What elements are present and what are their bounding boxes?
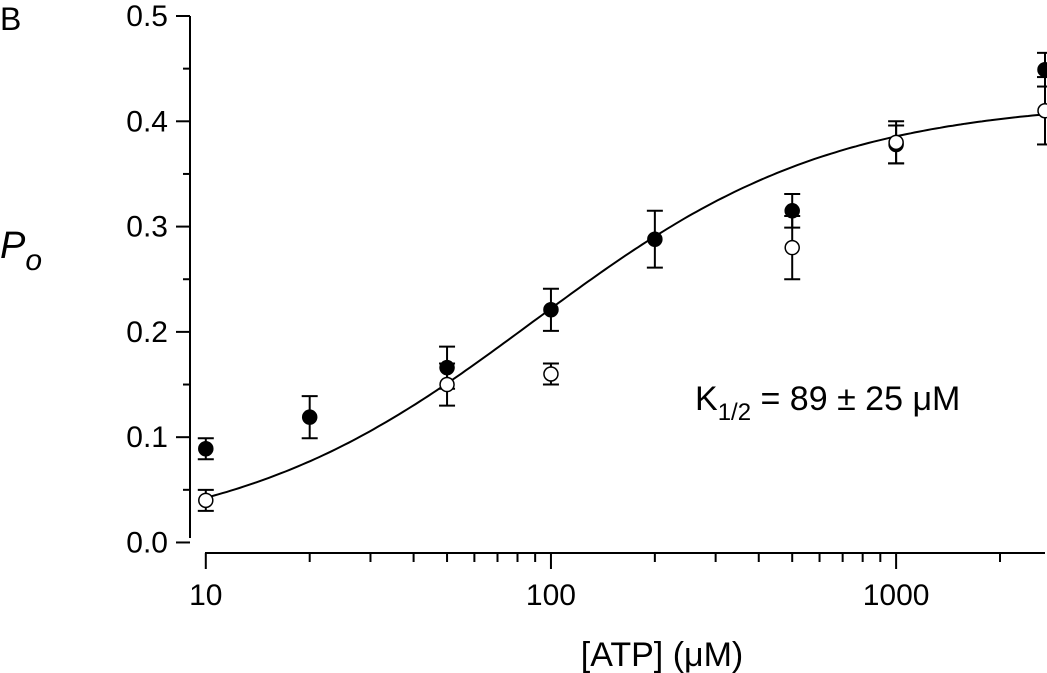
y-axis-title-subscript: o [25, 244, 42, 277]
open-data-point [198, 492, 214, 509]
filled-data-point [647, 231, 663, 247]
panel-label: B [0, 1, 21, 37]
open-data-point [543, 366, 559, 382]
fit-curve [205, 113, 1046, 499]
x-axis-title: [ATP] (μM) [581, 636, 744, 673]
y-tick-label: 0.3 [126, 211, 168, 244]
y-axis-title: Po [0, 225, 42, 277]
filled-data-point [301, 409, 318, 425]
y-tick-label: 0.1 [126, 421, 168, 454]
filled-data-point [543, 302, 559, 318]
open-data-point [888, 134, 904, 151]
data-marks [197, 51, 1047, 512]
axes: 0.0 0.1 0.2 0.3 0.4 0.5 10 100 1000 [126, 0, 1045, 612]
k-half-annotation: K1/2 = 89 ± 25 μM [695, 380, 960, 426]
k-half-subscript: 1/2 [718, 399, 751, 426]
k-half-value: = 89 ± 25 μM [751, 380, 960, 418]
open-data-point [784, 239, 800, 256]
x-tick-label: 1000 [863, 579, 930, 612]
open-data-point [1037, 103, 1047, 119]
filled-data-point [1037, 61, 1047, 78]
x-tick-label: 10 [189, 579, 222, 612]
y-tick-label: 0.4 [126, 105, 168, 138]
open-data-point [439, 376, 455, 393]
filled-data-point [198, 441, 214, 457]
fit-curve-group [205, 113, 1046, 499]
y-tick-label: 0.2 [126, 316, 168, 349]
y-tick-label: 0.5 [126, 0, 168, 33]
y-tick-label: 0.0 [126, 526, 168, 559]
x-tick-label: 100 [526, 579, 576, 612]
k-half-prefix: K [695, 380, 718, 418]
y-axis-title-main: P [0, 225, 26, 267]
